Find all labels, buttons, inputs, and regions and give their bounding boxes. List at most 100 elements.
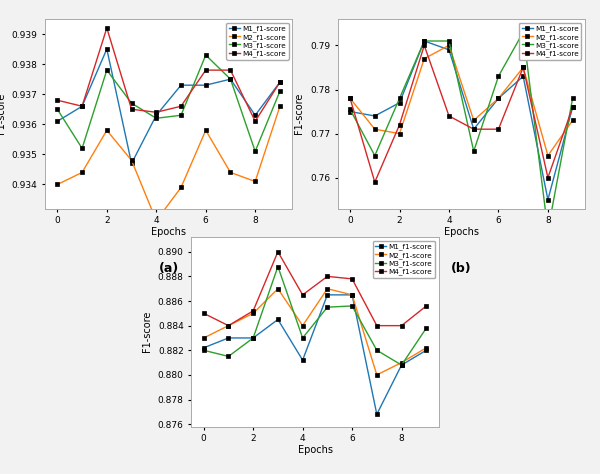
M2_f1-score: [445, 43, 452, 48]
M4_f1-score: [349, 276, 356, 282]
M2_f1-score: [421, 56, 428, 62]
M3_f1-score: [396, 95, 403, 101]
M2_f1-score: [544, 153, 551, 158]
M1_f1-score: [225, 335, 232, 341]
M1_f1-score: [54, 118, 61, 124]
M4_f1-score: [324, 273, 331, 279]
X-axis label: Epochs: Epochs: [444, 227, 479, 237]
M4_f1-score: [227, 67, 234, 73]
M3_f1-score: [398, 362, 405, 368]
M4_f1-score: [79, 103, 86, 109]
M2_f1-score: [349, 292, 356, 298]
M4_f1-score: [569, 104, 576, 110]
M1_f1-score: [470, 127, 478, 132]
M3_f1-score: [371, 153, 379, 158]
Y-axis label: F1-score: F1-score: [0, 93, 6, 135]
M3_f1-score: [422, 325, 430, 331]
Text: (b): (b): [451, 262, 472, 274]
Legend: M1_f1-score, M2_f1-score, M3_f1-score, M4_f1-score: M1_f1-score, M2_f1-score, M3_f1-score, M…: [373, 241, 435, 278]
M3_f1-score: [200, 347, 208, 353]
M1_f1-score: [178, 82, 185, 88]
M1_f1-score: [251, 112, 259, 118]
M2_f1-score: [324, 286, 331, 292]
M3_f1-score: [569, 95, 576, 101]
M1_f1-score: [128, 161, 135, 166]
X-axis label: Epochs: Epochs: [151, 227, 186, 237]
M2_f1-score: [251, 179, 259, 184]
M3_f1-score: [202, 52, 209, 58]
M3_f1-score: [277, 88, 284, 94]
M1_f1-score: [495, 95, 502, 101]
Line: M2_f1-score: M2_f1-score: [56, 104, 281, 222]
M2_f1-score: [178, 185, 185, 191]
M1_f1-score: [227, 76, 234, 82]
Legend: M1_f1-score, M2_f1-score, M3_f1-score, M4_f1-score: M1_f1-score, M2_f1-score, M3_f1-score, M…: [226, 23, 289, 60]
M4_f1-score: [396, 122, 403, 128]
M2_f1-score: [422, 345, 430, 351]
M4_f1-score: [422, 303, 430, 309]
M4_f1-score: [178, 103, 185, 109]
M2_f1-score: [346, 95, 353, 101]
M2_f1-score: [152, 218, 160, 223]
M1_f1-score: [398, 362, 405, 368]
M3_f1-score: [421, 38, 428, 44]
M3_f1-score: [274, 264, 281, 269]
M3_f1-score: [445, 38, 452, 44]
M3_f1-score: [470, 148, 478, 154]
M1_f1-score: [544, 197, 551, 202]
M4_f1-score: [520, 64, 527, 70]
Line: M4_f1-score: M4_f1-score: [56, 26, 281, 123]
M2_f1-score: [470, 118, 478, 123]
M4_f1-score: [225, 323, 232, 328]
M3_f1-score: [79, 146, 86, 151]
M4_f1-score: [346, 95, 353, 101]
M4_f1-score: [274, 249, 281, 255]
M2_f1-score: [520, 64, 527, 70]
M2_f1-score: [398, 360, 405, 365]
M3_f1-score: [520, 29, 527, 35]
M4_f1-score: [250, 308, 257, 314]
M1_f1-score: [152, 112, 160, 118]
M3_f1-score: [152, 116, 160, 121]
M1_f1-score: [396, 100, 403, 106]
M1_f1-score: [250, 335, 257, 341]
M4_f1-score: [251, 118, 259, 124]
X-axis label: Epochs: Epochs: [298, 445, 332, 455]
Legend: M1_f1-score, M2_f1-score, M3_f1-score, M4_f1-score: M1_f1-score, M2_f1-score, M3_f1-score, M…: [519, 23, 581, 60]
M2_f1-score: [79, 170, 86, 175]
M4_f1-score: [470, 127, 478, 132]
M2_f1-score: [202, 128, 209, 133]
M3_f1-score: [324, 304, 331, 310]
M1_f1-score: [445, 47, 452, 53]
M4_f1-score: [544, 175, 551, 181]
M2_f1-score: [396, 131, 403, 137]
M3_f1-score: [178, 112, 185, 118]
M3_f1-score: [346, 107, 353, 112]
Line: M4_f1-score: M4_f1-score: [202, 250, 428, 328]
M2_f1-score: [103, 128, 110, 133]
M2_f1-score: [54, 182, 61, 187]
M2_f1-score: [225, 323, 232, 328]
M1_f1-score: [371, 113, 379, 119]
M2_f1-score: [277, 103, 284, 109]
M4_f1-score: [371, 179, 379, 185]
M1_f1-score: [202, 82, 209, 88]
M4_f1-score: [398, 323, 405, 328]
M1_f1-score: [299, 357, 306, 363]
M3_f1-score: [225, 354, 232, 359]
M3_f1-score: [299, 335, 306, 341]
M3_f1-score: [373, 347, 380, 353]
M4_f1-score: [103, 25, 110, 31]
M4_f1-score: [445, 113, 452, 119]
M1_f1-score: [200, 345, 208, 351]
Line: M4_f1-score: M4_f1-score: [349, 44, 574, 184]
M1_f1-score: [103, 46, 110, 52]
Line: M3_f1-score: M3_f1-score: [56, 54, 281, 153]
M4_f1-score: [54, 97, 61, 103]
Line: M2_f1-score: M2_f1-score: [349, 44, 574, 157]
M1_f1-score: [277, 79, 284, 85]
M1_f1-score: [569, 104, 576, 110]
Text: (a): (a): [158, 262, 179, 274]
M2_f1-score: [200, 335, 208, 341]
M1_f1-score: [346, 109, 353, 114]
